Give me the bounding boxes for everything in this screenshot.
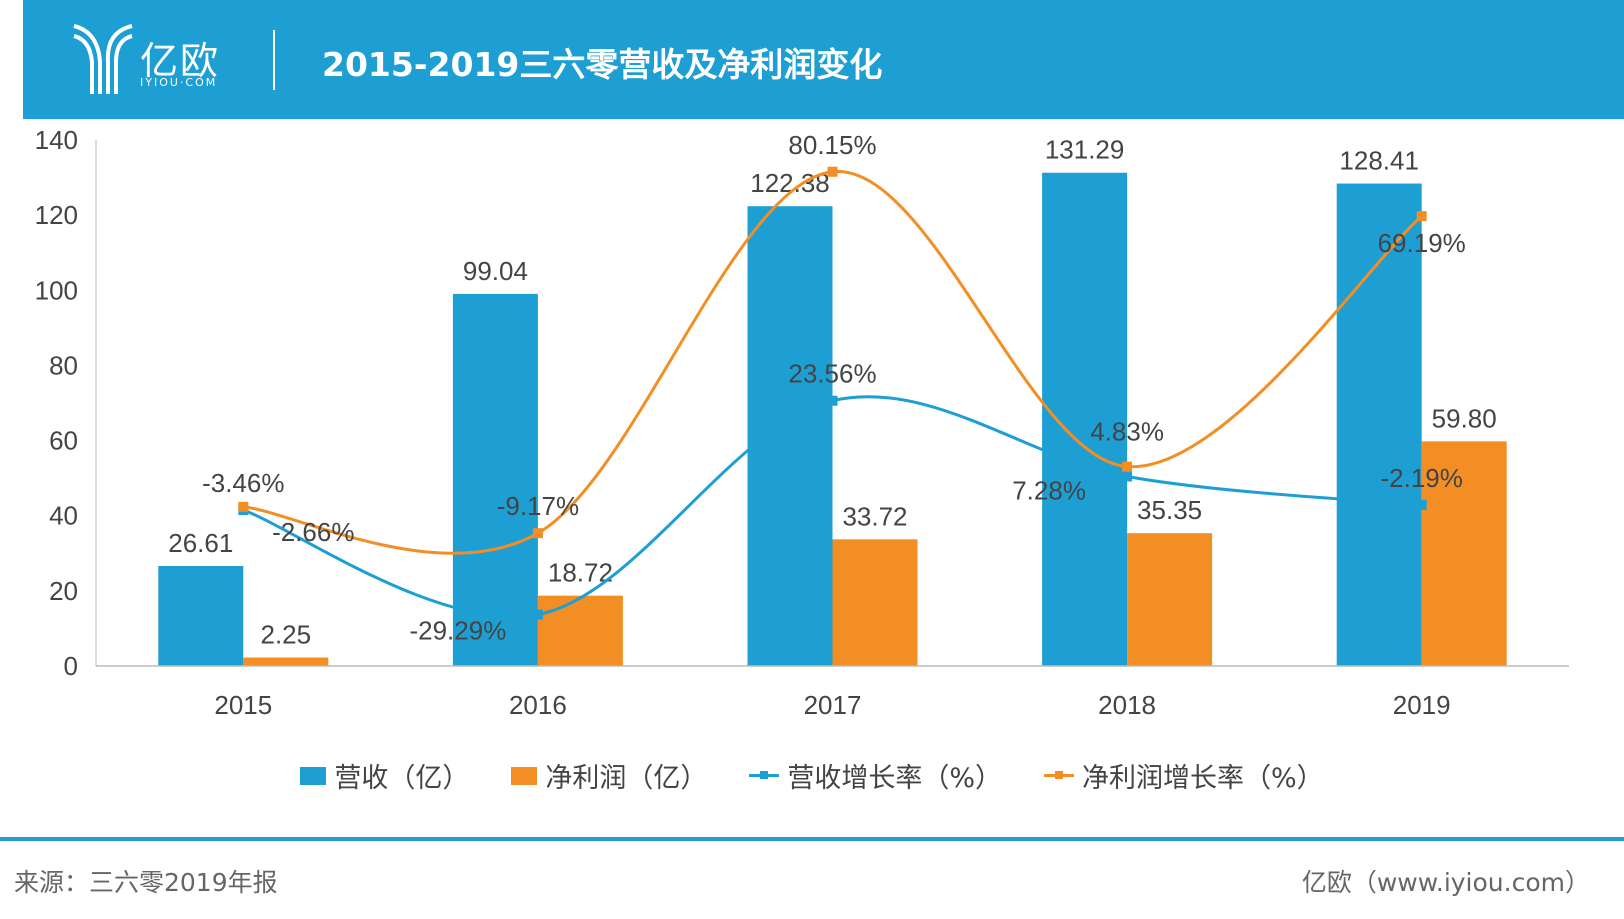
line-marker bbox=[532, 528, 543, 539]
line-data-label: -3.46% bbox=[202, 468, 284, 498]
bar-data-label: 35.35 bbox=[1137, 495, 1202, 525]
x-tick-label: 2019 bbox=[1393, 690, 1451, 720]
legend-label: 净利润增长率（%） bbox=[1082, 763, 1324, 794]
line-data-label: 4.83% bbox=[1090, 417, 1164, 447]
line-marker bbox=[238, 501, 249, 512]
line-marker bbox=[1122, 461, 1133, 472]
line-data-label: -2.66% bbox=[272, 517, 354, 547]
logo-subtext: IYIOU·COM bbox=[140, 76, 218, 89]
bar bbox=[158, 566, 244, 666]
y-tick-label: 60 bbox=[49, 426, 78, 456]
legend-item-revenue: 营收（亿） bbox=[300, 756, 469, 795]
legend-item-revenue-growth: 营收增长率（%） bbox=[749, 756, 1002, 795]
legend-line bbox=[749, 771, 780, 779]
site-credit: 亿欧（www.iyiou.com） bbox=[1301, 868, 1590, 897]
x-tick-label: 2015 bbox=[214, 690, 272, 720]
y-tick-label: 80 bbox=[49, 350, 78, 380]
y-tick-label: 100 bbox=[35, 275, 78, 305]
logo-text: 亿欧 bbox=[140, 39, 221, 83]
legend-label: 营收（亿） bbox=[334, 763, 470, 794]
legend-item-profit-growth: 净利润增长率（%） bbox=[1044, 756, 1324, 795]
header-banner bbox=[23, 0, 1624, 119]
chart-title: 2015-2019三六零营收及净利润变化 bbox=[322, 45, 883, 84]
y-tick-label: 0 bbox=[64, 651, 78, 681]
y-tick-label: 120 bbox=[35, 200, 78, 230]
bar bbox=[537, 595, 623, 666]
line-marker bbox=[1416, 499, 1427, 510]
bar-data-label: 59.80 bbox=[1432, 403, 1497, 433]
legend-line bbox=[1044, 771, 1074, 779]
x-tick-label: 2016 bbox=[509, 690, 567, 720]
bar bbox=[832, 539, 918, 666]
line-marker bbox=[827, 395, 838, 406]
header-divider bbox=[273, 30, 275, 90]
bar bbox=[452, 293, 538, 666]
line-data-label: -2.19% bbox=[1381, 463, 1463, 493]
line-marker bbox=[532, 609, 543, 620]
y-tick-label: 40 bbox=[49, 501, 78, 531]
line-data-label: 80.15% bbox=[788, 130, 876, 160]
bar bbox=[747, 206, 833, 666]
line-marker bbox=[827, 166, 838, 177]
legend-label: 营收增长率（%） bbox=[787, 763, 1002, 794]
legend-swatch bbox=[511, 766, 538, 785]
x-tick-label: 2017 bbox=[804, 690, 862, 720]
source-note: 来源：三六零2019年报 bbox=[14, 868, 278, 897]
line-data-label: 23.56% bbox=[788, 359, 876, 389]
line-data-label: -9.17% bbox=[497, 491, 579, 521]
y-tick-label: 140 bbox=[35, 125, 78, 155]
line-marker bbox=[1122, 471, 1133, 482]
legend-label: 净利润（亿） bbox=[545, 763, 708, 794]
line-data-label: -29.29% bbox=[409, 616, 506, 646]
line-data-label: 69.19% bbox=[1378, 228, 1466, 258]
iyiou-logo-icon bbox=[73, 24, 133, 94]
x-tick-label: 2018 bbox=[1098, 690, 1156, 720]
legend: 营收（亿） 净利润（亿） 营收增长率（%） 净利润增长率（%） bbox=[0, 756, 1624, 795]
bar bbox=[1421, 441, 1507, 666]
bar bbox=[1127, 533, 1213, 666]
bar-data-label: 2.25 bbox=[260, 620, 311, 650]
y-tick-label: 20 bbox=[49, 576, 78, 606]
bar-data-label: 33.72 bbox=[842, 501, 907, 531]
bar-data-label: 128.41 bbox=[1339, 146, 1419, 176]
bar-data-label: 131.29 bbox=[1045, 135, 1125, 165]
legend-swatch bbox=[300, 766, 327, 785]
bar-data-label: 26.61 bbox=[168, 528, 233, 558]
line-data-label: 7.28% bbox=[1012, 476, 1086, 506]
footer-divider bbox=[0, 837, 1624, 841]
line-marker bbox=[1416, 211, 1427, 222]
bar-data-label: 99.04 bbox=[463, 256, 528, 286]
legend-item-profit: 净利润（亿） bbox=[511, 756, 707, 795]
bar bbox=[243, 657, 329, 666]
